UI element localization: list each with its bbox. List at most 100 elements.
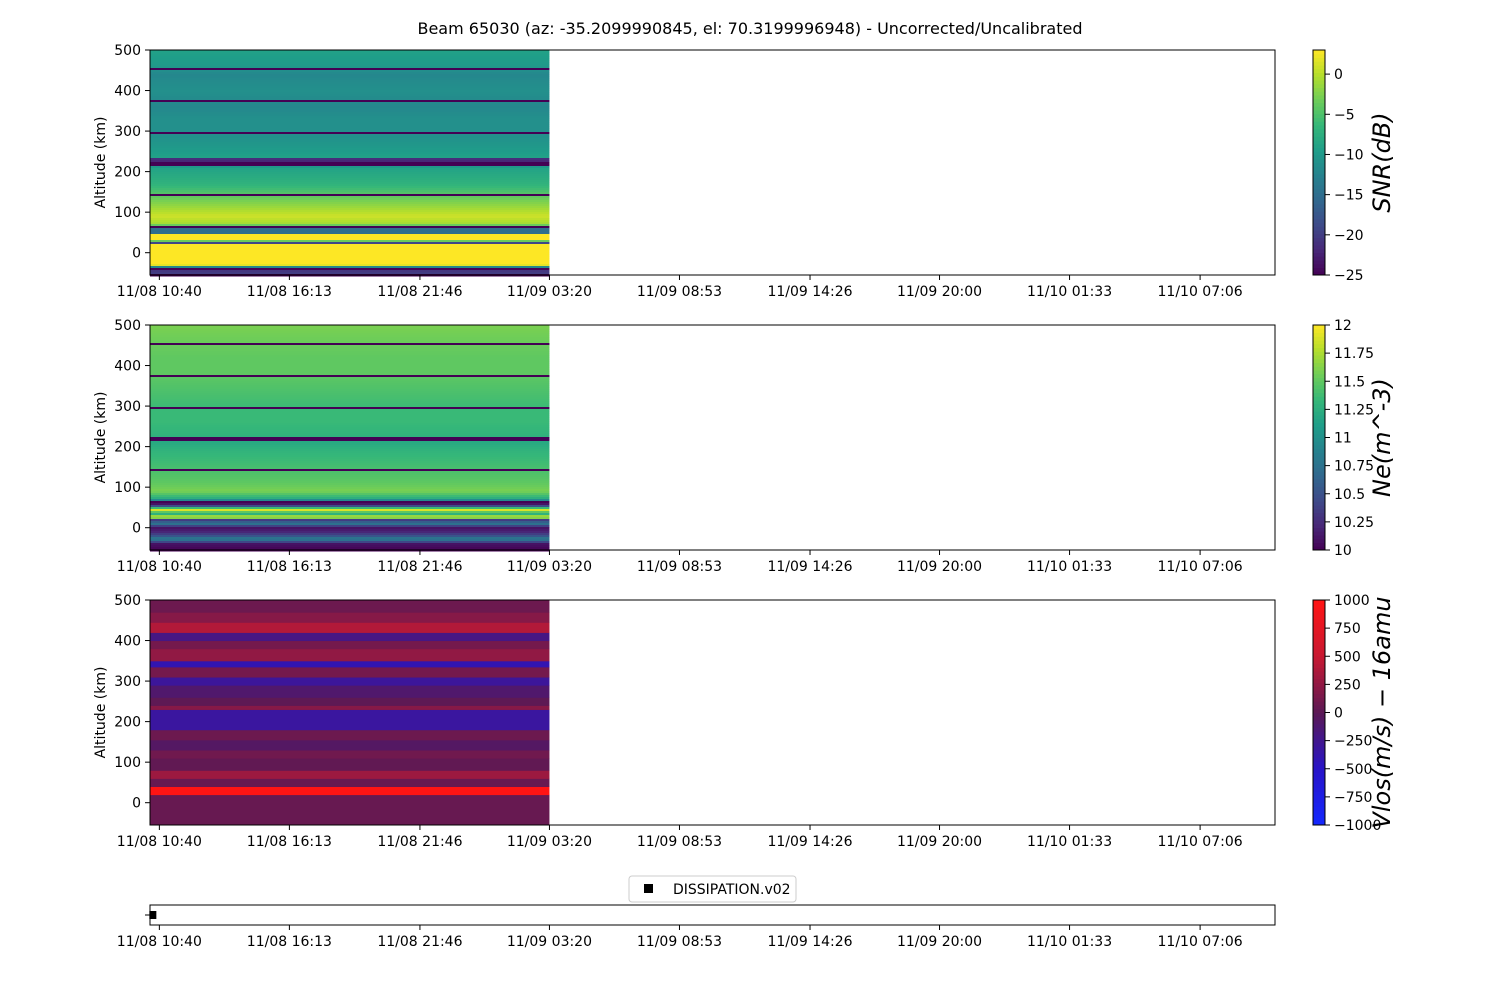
- snr-heatmap-row: [150, 160, 550, 163]
- snr-colorbar-segment: [1313, 181, 1325, 186]
- snr-heatmap-row: [150, 196, 550, 199]
- snr-heatmap-row: [150, 58, 550, 61]
- snr-heatmap-row: [150, 74, 550, 77]
- snr-heatmap-row: [150, 104, 550, 107]
- ne-colorbar-label: Ne(m^-3): [1368, 378, 1396, 497]
- dissipation-axes-frame: [149, 904, 1276, 926]
- snr-heatmap-row: [150, 236, 550, 239]
- ne-heatmap-row: [150, 411, 550, 414]
- ne-colorbar-segment: [1313, 407, 1325, 412]
- ne-colorbar-tick-label: 12: [1334, 318, 1352, 334]
- ne-heatmap-row: [150, 509, 550, 512]
- ne-colorbar-segment: [1313, 355, 1325, 360]
- snr-heatmap-row: [150, 162, 550, 165]
- snr-heatmap-row: [150, 190, 550, 193]
- ne-heatmap-row: [150, 457, 550, 460]
- ne-heatmap-row: [150, 513, 550, 516]
- snr-heatmap-row: [150, 64, 550, 67]
- ne-colorbar-segment: [1313, 403, 1325, 408]
- vlos-colorbar-segment: [1313, 742, 1325, 747]
- snr-heatmap-row: [150, 138, 550, 141]
- vlos-colorbar-segment: [1313, 611, 1325, 616]
- snr-heatmap-row: [150, 54, 550, 57]
- vlos-colorbar-segment: [1313, 693, 1325, 698]
- ne-heatmap-row: [150, 449, 550, 452]
- figure-title: Beam 65030 (az: -35.2099990845, el: 70.3…: [417, 19, 1082, 38]
- ne-colorbar-segment: [1313, 520, 1325, 525]
- panel-vlos: 0 100 200 300 400 500 Altitude (km) 11/08 10:40…: [93, 593, 1396, 850]
- ne-colorbar-segment: [1313, 418, 1325, 423]
- snr-colorbar-segment: [1313, 233, 1325, 238]
- snr-heatmap-row: [150, 164, 550, 167]
- ne-heatmap-row: [150, 503, 550, 506]
- ne-ytick-label: 100: [114, 480, 141, 496]
- snr-heatmap-row: [150, 106, 550, 109]
- vlos-ytick-label: 200: [114, 715, 141, 731]
- ne-colorbar-segment: [1313, 493, 1325, 498]
- vlos-colorbar-segment: [1313, 705, 1325, 710]
- snr-heatmap-row: [150, 224, 550, 227]
- snr-heatmap-row: [150, 252, 550, 255]
- snr-heatmap-row: [150, 118, 550, 121]
- vlos-colorbar-segment: [1313, 727, 1325, 732]
- snr-heatmap-row: [150, 102, 550, 105]
- ne-colorbar-segment: [1313, 445, 1325, 450]
- ne-heatmap-row: [150, 351, 550, 354]
- snr-colorbar-segment: [1313, 260, 1325, 265]
- ne-heatmap-row: [150, 333, 550, 336]
- ne-heatmap-row: [150, 339, 550, 342]
- vlos-colorbar-segment: [1313, 648, 1325, 653]
- vlos-colorbar-tick-label: 1000: [1334, 593, 1370, 609]
- snr-colorbar-segment: [1313, 162, 1325, 167]
- vlos-colorbar-segment: [1313, 682, 1325, 687]
- snr-colorbar-segment: [1313, 200, 1325, 205]
- snr-colorbar-segment: [1313, 196, 1325, 201]
- ne-heatmap-row: [150, 379, 550, 382]
- ne-colorbar-segment: [1313, 497, 1325, 502]
- snr-heatmap-row: [150, 110, 550, 113]
- vlos-colorbar-segment: [1313, 686, 1325, 691]
- snr-colorbar-segment: [1313, 215, 1325, 220]
- ne-ytick-label: 300: [114, 399, 141, 415]
- snr-heatmap-row: [150, 82, 550, 85]
- ne-heatmap-row: [150, 425, 550, 428]
- ne-colorbar-segment: [1313, 452, 1325, 457]
- ne-colorbar-segment: [1313, 512, 1325, 517]
- snr-heatmap-row: [150, 248, 550, 251]
- legend-marker-square-icon: [644, 884, 653, 893]
- ne-heatmap-row: [150, 537, 550, 540]
- snr-heatmap-row: [150, 154, 550, 157]
- ne-colorbar-segment: [1313, 448, 1325, 453]
- ne-heatmap-row: [150, 327, 550, 330]
- ne-heatmap-row: [150, 539, 550, 542]
- vlos-colorbar-segment: [1313, 750, 1325, 755]
- vlos-colorbar-segment: [1313, 813, 1325, 818]
- vlos-colorbar-segment: [1313, 633, 1325, 638]
- vlos-heatmap-band: [150, 677, 550, 686]
- ne-heatmap-row: [150, 375, 550, 378]
- dissipation-xtick-label: 11/08 21:46: [377, 934, 462, 950]
- ne-heatmap-row: [150, 463, 550, 466]
- snr-colorbar-tick-label: −25: [1334, 268, 1364, 284]
- ne-colorbar-segment: [1313, 535, 1325, 540]
- snr-colorbar-segment: [1313, 106, 1325, 111]
- ne-heatmap-row: [150, 403, 550, 406]
- snr-xtick-label: 11/10 07:06: [1158, 284, 1243, 300]
- ne-heatmap-row: [150, 479, 550, 482]
- ne-heatmap-row: [150, 427, 550, 430]
- vlos-heatmap-band: [150, 612, 550, 623]
- vlos-colorbar-segment: [1313, 641, 1325, 646]
- snr-heatmap-row: [150, 176, 550, 179]
- vlos-colorbar-segment: [1313, 806, 1325, 811]
- snr-colorbar-segment: [1313, 207, 1325, 212]
- snr-colorbar-segment: [1313, 248, 1325, 253]
- vlos-colorbar-segment: [1313, 821, 1325, 826]
- snr-heatmap-row: [150, 220, 550, 223]
- snr-heatmap-row: [150, 262, 550, 265]
- snr-colorbar-segment: [1313, 226, 1325, 231]
- vlos-colorbar: 1000 750 500 250 0 −250 −500 −750 −1000Vlos(m/s)…: [1312, 593, 1396, 834]
- vlos-ytick-label: 500: [114, 593, 141, 609]
- ne-heatmap-row: [150, 543, 550, 546]
- ne-heatmap-row: [150, 365, 550, 368]
